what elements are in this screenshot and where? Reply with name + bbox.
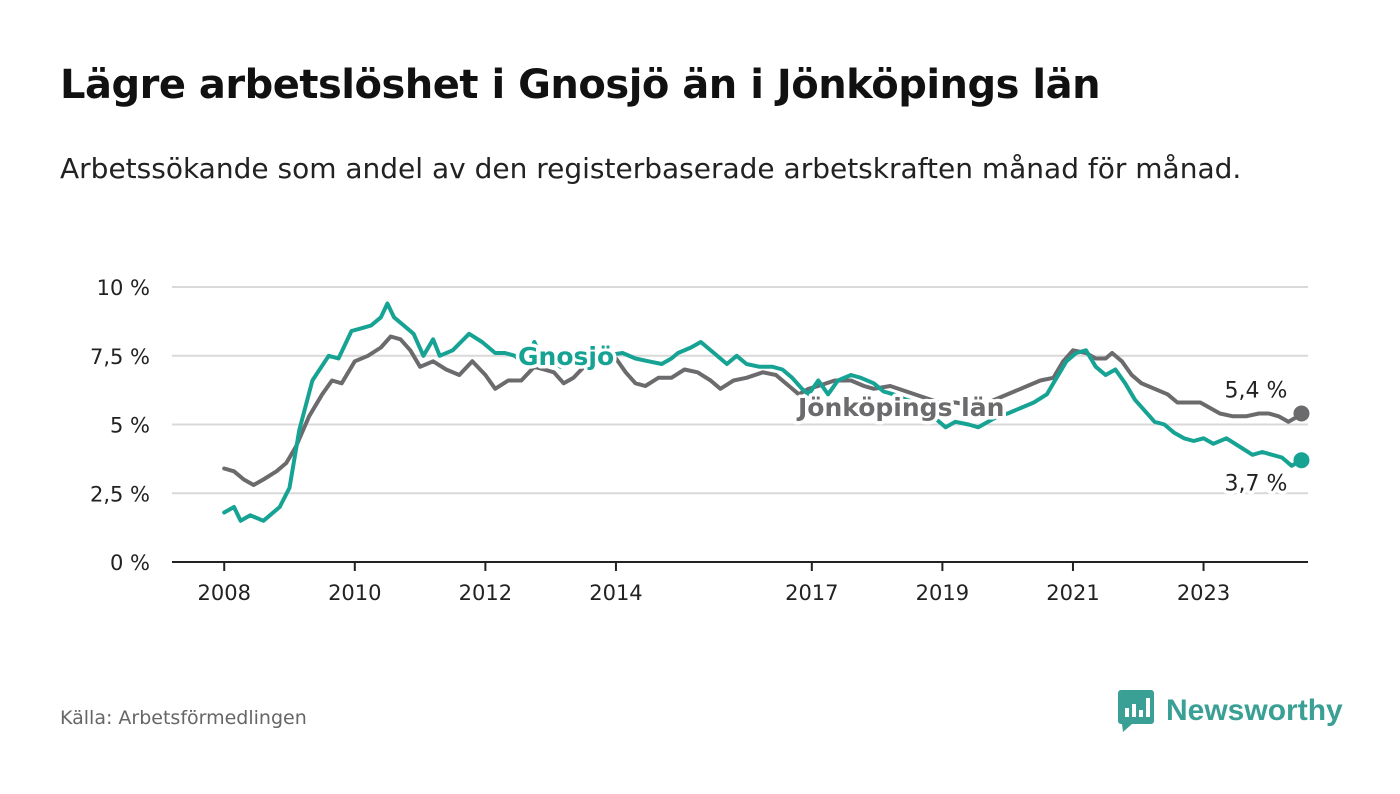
x-tick-label: 2008 — [198, 581, 251, 605]
source-note: Källa: Arbetsförmedlingen — [60, 707, 307, 729]
y-axis-ticks: 0 % 2,5 % 5 % 7,5 % 10 % — [90, 276, 150, 575]
brand-name: Newsworthy — [1166, 694, 1343, 727]
series-lines — [222, 301, 1310, 523]
y-tick-label: 5 % — [110, 414, 150, 438]
series-label-gnosjo: Gnosjö — [518, 342, 614, 371]
end-point-jonkopings-lan — [1293, 405, 1310, 422]
y-tick-label: 2,5 % — [90, 482, 150, 506]
brand-logo[interactable]: Newsworthy — [1118, 690, 1343, 732]
chart-subtitle: Arbetssökande som andel av den registerb… — [60, 152, 1242, 185]
x-tick-label: 2021 — [1046, 581, 1099, 605]
end-label-gnosjo: 3,7 % — [1225, 471, 1288, 496]
end-label-jonkopings-lan: 5,4 % — [1225, 379, 1288, 404]
grid-lines — [172, 286, 1308, 495]
x-tick-label: 2019 — [916, 581, 969, 605]
y-tick-label: 10 % — [97, 276, 150, 300]
line-chart: 0 % 2,5 % 5 % 7,5 % 10 % 2008 2010 2012 2014 201… — [90, 276, 1310, 605]
y-tick-label: 7,5 % — [90, 345, 150, 369]
chart-title: Lägre arbetslöshet i Gnosjö än i Jönköpi… — [60, 62, 1101, 108]
x-tick-label: 2017 — [785, 581, 838, 605]
end-point-gnosjo — [1293, 452, 1310, 469]
newsworthy-logo-icon — [1118, 690, 1154, 732]
x-tick-label: 2012 — [459, 581, 512, 605]
x-tick-label: 2010 — [328, 581, 381, 605]
y-tick-label: 0 % — [110, 551, 150, 575]
x-axis: 2008 2010 2012 2014 2017 2019 2021 2023 — [172, 561, 1308, 605]
series-label-jonkopings-lan: Jönköpings län — [796, 393, 1004, 422]
series-line-gnosjo — [222, 301, 1304, 523]
x-tick-label: 2014 — [589, 581, 642, 605]
series-labels: Gnosjö Jönköpings län 5,4 % 3,7 % — [515, 339, 1291, 500]
series-line-jonkopings-lan — [222, 334, 1304, 487]
x-tick-label: 2023 — [1177, 581, 1230, 605]
